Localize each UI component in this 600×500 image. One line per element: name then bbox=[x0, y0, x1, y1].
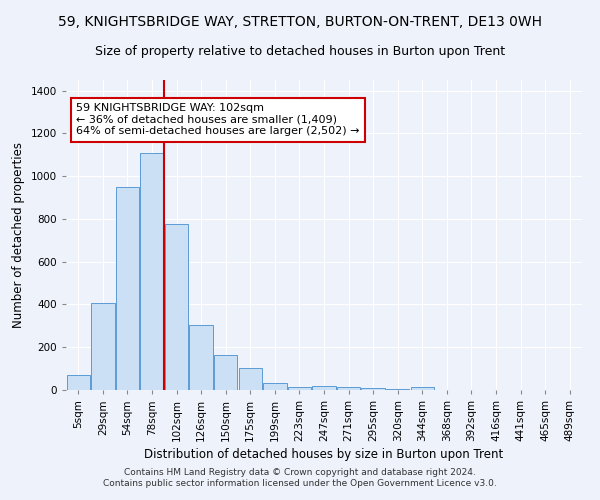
Bar bbox=[288, 387, 311, 390]
Bar bbox=[313, 386, 335, 390]
Text: Contains HM Land Registry data © Crown copyright and database right 2024.
Contai: Contains HM Land Registry data © Crown c… bbox=[103, 468, 497, 487]
Bar bbox=[165, 224, 188, 390]
Bar bbox=[190, 325, 213, 390]
Y-axis label: Number of detached properties: Number of detached properties bbox=[12, 142, 25, 328]
Bar bbox=[361, 388, 385, 390]
Bar bbox=[214, 354, 238, 390]
Bar bbox=[410, 387, 434, 390]
Bar bbox=[337, 387, 360, 390]
Bar bbox=[91, 304, 115, 390]
Text: 59, KNIGHTSBRIDGE WAY, STRETTON, BURTON-ON-TRENT, DE13 0WH: 59, KNIGHTSBRIDGE WAY, STRETTON, BURTON-… bbox=[58, 15, 542, 29]
Text: Size of property relative to detached houses in Burton upon Trent: Size of property relative to detached ho… bbox=[95, 45, 505, 58]
X-axis label: Distribution of detached houses by size in Burton upon Trent: Distribution of detached houses by size … bbox=[145, 448, 503, 461]
Bar bbox=[67, 375, 90, 390]
Bar bbox=[140, 152, 164, 390]
Bar bbox=[116, 187, 139, 390]
Bar bbox=[263, 382, 287, 390]
Text: 59 KNIGHTSBRIDGE WAY: 102sqm
← 36% of detached houses are smaller (1,409)
64% of: 59 KNIGHTSBRIDGE WAY: 102sqm ← 36% of de… bbox=[76, 104, 360, 136]
Bar bbox=[386, 389, 409, 390]
Bar bbox=[239, 368, 262, 390]
